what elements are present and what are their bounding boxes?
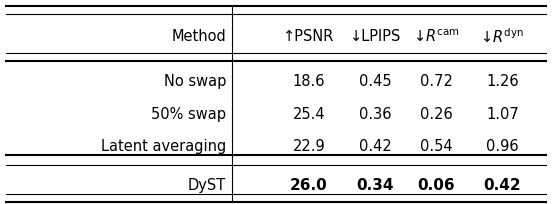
Text: 26.0: 26.0 [290, 178, 328, 193]
Text: 0.42: 0.42 [359, 139, 392, 154]
Text: 0.36: 0.36 [359, 107, 391, 122]
Text: 0.54: 0.54 [420, 139, 453, 154]
Text: 1.07: 1.07 [486, 107, 519, 122]
Text: Method: Method [172, 29, 226, 44]
Text: 25.4: 25.4 [293, 107, 326, 122]
Text: ↓$R^{\rm cam}$: ↓$R^{\rm cam}$ [413, 28, 459, 45]
Text: No swap: No swap [164, 74, 226, 89]
Text: ↓LPIPS: ↓LPIPS [349, 29, 401, 44]
Text: 0.96: 0.96 [486, 139, 519, 154]
Text: Latent averaging: Latent averaging [101, 139, 226, 154]
Text: 0.06: 0.06 [417, 178, 455, 193]
Text: 0.26: 0.26 [420, 107, 453, 122]
Text: 22.9: 22.9 [293, 139, 326, 154]
Text: DyST: DyST [188, 178, 226, 193]
Text: 0.72: 0.72 [420, 74, 453, 89]
Text: 0.34: 0.34 [357, 178, 394, 193]
Text: 18.6: 18.6 [293, 74, 325, 89]
Text: ↓$R^{\rm dyn}$: ↓$R^{\rm dyn}$ [480, 27, 524, 46]
Text: 1.26: 1.26 [486, 74, 519, 89]
Text: 50% swap: 50% swap [151, 107, 226, 122]
Text: 0.45: 0.45 [359, 74, 392, 89]
Text: 0.42: 0.42 [484, 178, 521, 193]
Text: ↑PSNR: ↑PSNR [283, 29, 335, 44]
